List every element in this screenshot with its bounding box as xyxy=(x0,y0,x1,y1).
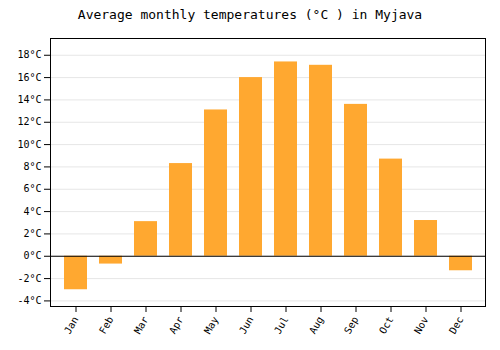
svg-text:18°C: 18°C xyxy=(17,49,41,60)
svg-text:2°C: 2°C xyxy=(23,228,41,239)
svg-text:4°C: 4°C xyxy=(23,206,41,217)
svg-text:Mar: Mar xyxy=(132,315,151,336)
svg-text:-4°C: -4°C xyxy=(17,295,41,306)
svg-text:Dec: Dec xyxy=(447,315,466,336)
svg-text:Sep: Sep xyxy=(342,315,361,336)
svg-text:12°C: 12°C xyxy=(17,116,41,127)
svg-text:16°C: 16°C xyxy=(17,72,41,83)
svg-text:Feb: Feb xyxy=(97,315,116,336)
svg-text:Jun: Jun xyxy=(237,315,256,336)
svg-text:10°C: 10°C xyxy=(17,139,41,150)
svg-text:Nov: Nov xyxy=(412,315,431,336)
svg-text:Oct: Oct xyxy=(377,315,396,336)
svg-text:0°C: 0°C xyxy=(23,250,41,261)
svg-text:Jan: Jan xyxy=(62,315,81,336)
svg-text:Apr: Apr xyxy=(167,315,186,336)
svg-text:May: May xyxy=(202,315,221,336)
html-text:Average monthly temperatures (: Average monthly temperatures (°C ) in My… xyxy=(77,7,423,22)
svg-text:6°C: 6°C xyxy=(23,183,41,194)
svg-text:8°C: 8°C xyxy=(23,161,41,172)
svg-text:Jul: Jul xyxy=(272,315,291,336)
svg-text:Aug: Aug xyxy=(307,315,326,336)
svg-text:14°C: 14°C xyxy=(17,94,41,105)
svg-text:-2°C: -2°C xyxy=(17,273,41,284)
